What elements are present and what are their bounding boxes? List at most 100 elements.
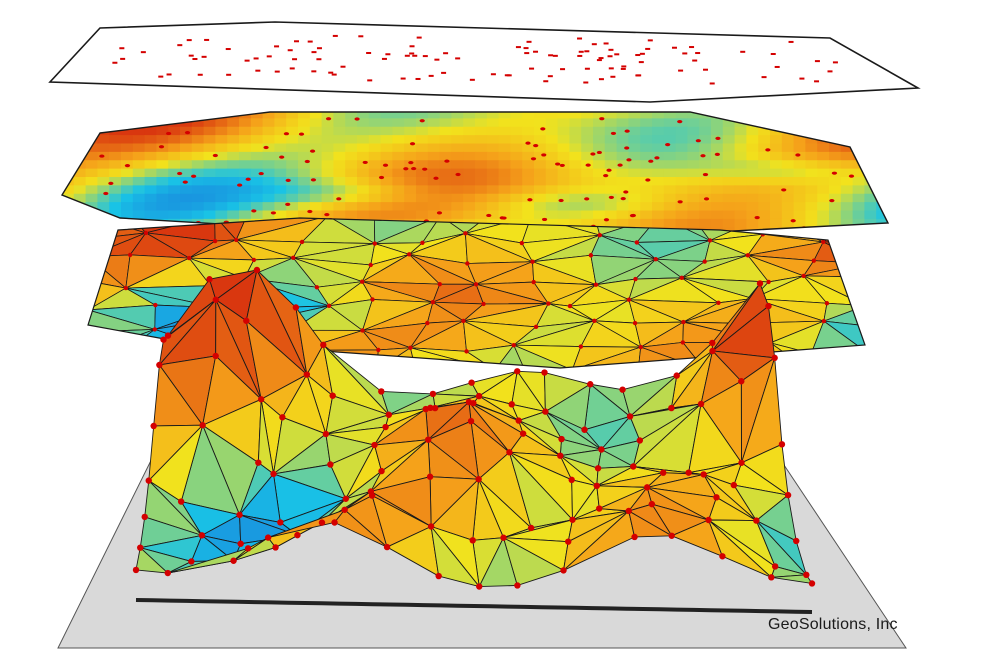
sample-point xyxy=(585,163,591,167)
relief-node xyxy=(756,280,764,287)
sample-point xyxy=(166,73,172,76)
relief-node xyxy=(320,341,327,349)
relief-node xyxy=(198,532,206,539)
relief-node xyxy=(793,537,800,545)
sample-point xyxy=(577,37,583,40)
tin-node xyxy=(88,350,91,356)
tin-node xyxy=(633,276,638,282)
sample-point xyxy=(158,75,164,78)
sample-point xyxy=(831,171,838,175)
sample-point xyxy=(469,78,475,81)
sample-point xyxy=(309,149,316,153)
relief-node xyxy=(244,545,252,552)
relief-node xyxy=(322,430,330,438)
tin-node xyxy=(634,240,640,245)
sample-point xyxy=(623,190,629,194)
sample-point xyxy=(603,173,609,178)
relief-node xyxy=(378,467,385,475)
sample-point xyxy=(366,51,372,54)
sample-point xyxy=(671,46,677,49)
sample-point xyxy=(415,77,421,80)
tin-node xyxy=(578,344,584,349)
sample-point xyxy=(324,213,330,217)
sample-point xyxy=(525,141,531,145)
sample-point xyxy=(645,178,651,182)
sample-point xyxy=(436,211,443,215)
relief-node xyxy=(469,537,476,544)
relief-facet xyxy=(135,547,169,574)
relief-node xyxy=(738,459,745,466)
sample-point xyxy=(409,142,416,146)
relief-node xyxy=(329,392,336,399)
tin-node xyxy=(370,297,375,302)
sample-point xyxy=(559,163,565,168)
relief-node xyxy=(542,408,549,415)
tin-node xyxy=(408,345,413,350)
relief-node xyxy=(506,449,513,456)
sample-point xyxy=(237,183,243,187)
tin-node xyxy=(143,230,149,236)
sample-point xyxy=(441,71,447,74)
tin-triangle xyxy=(813,241,865,264)
sample-point xyxy=(258,171,264,176)
sample-point xyxy=(689,46,695,49)
relief-node xyxy=(709,347,716,355)
sample-point xyxy=(212,153,218,158)
sample-point xyxy=(289,67,295,70)
relief-node xyxy=(673,372,680,379)
relief-node xyxy=(382,423,389,431)
sample-point xyxy=(192,58,198,61)
tin-node xyxy=(299,239,305,245)
sample-point xyxy=(304,159,310,164)
color-layer-outline xyxy=(60,111,890,243)
tin-node xyxy=(707,238,713,243)
tin-node xyxy=(465,261,470,266)
sample-point xyxy=(765,148,771,152)
sample-point xyxy=(606,168,612,172)
sample-point xyxy=(827,70,833,73)
relief-node xyxy=(294,531,301,539)
relief-node xyxy=(141,513,148,521)
tin-node xyxy=(638,344,643,350)
sample-point xyxy=(584,50,590,53)
3d-relief-layer xyxy=(57,266,907,649)
relief-node xyxy=(808,580,816,587)
sample-point xyxy=(362,160,368,165)
sample-point xyxy=(434,58,440,61)
sample-point xyxy=(610,131,617,136)
relief-facet xyxy=(334,509,388,548)
relief-node xyxy=(277,519,284,526)
sample-point xyxy=(188,54,194,57)
sample-point xyxy=(754,215,760,220)
tin-node xyxy=(124,348,129,353)
sample-point xyxy=(555,162,561,166)
sample-point xyxy=(455,57,461,60)
tin-node xyxy=(360,279,365,284)
relief-node xyxy=(700,471,707,478)
sample-point xyxy=(591,43,597,46)
sample-point xyxy=(411,166,417,171)
sample-point xyxy=(226,73,232,76)
relief-node xyxy=(429,390,437,398)
relief-node xyxy=(279,414,286,421)
sample-point xyxy=(639,52,645,55)
relief-node xyxy=(331,519,338,526)
sample-point xyxy=(638,61,644,64)
sample-point xyxy=(795,153,801,157)
sample-point xyxy=(201,55,207,58)
relief-node xyxy=(156,361,163,369)
sample-point xyxy=(191,174,197,178)
sample-point xyxy=(381,57,387,60)
sample-point xyxy=(603,218,610,222)
credit-label: GeoSolutions, Inc xyxy=(768,616,898,633)
tin-node xyxy=(88,218,91,219)
sample-point xyxy=(177,171,183,176)
relief-node xyxy=(188,558,195,565)
sample-point xyxy=(177,44,183,47)
sample-point xyxy=(620,67,626,70)
tin-node xyxy=(653,257,658,262)
tin-node xyxy=(372,241,377,246)
relief-base-edge xyxy=(135,598,813,614)
sample-point xyxy=(635,54,641,57)
sample-point xyxy=(610,75,616,78)
